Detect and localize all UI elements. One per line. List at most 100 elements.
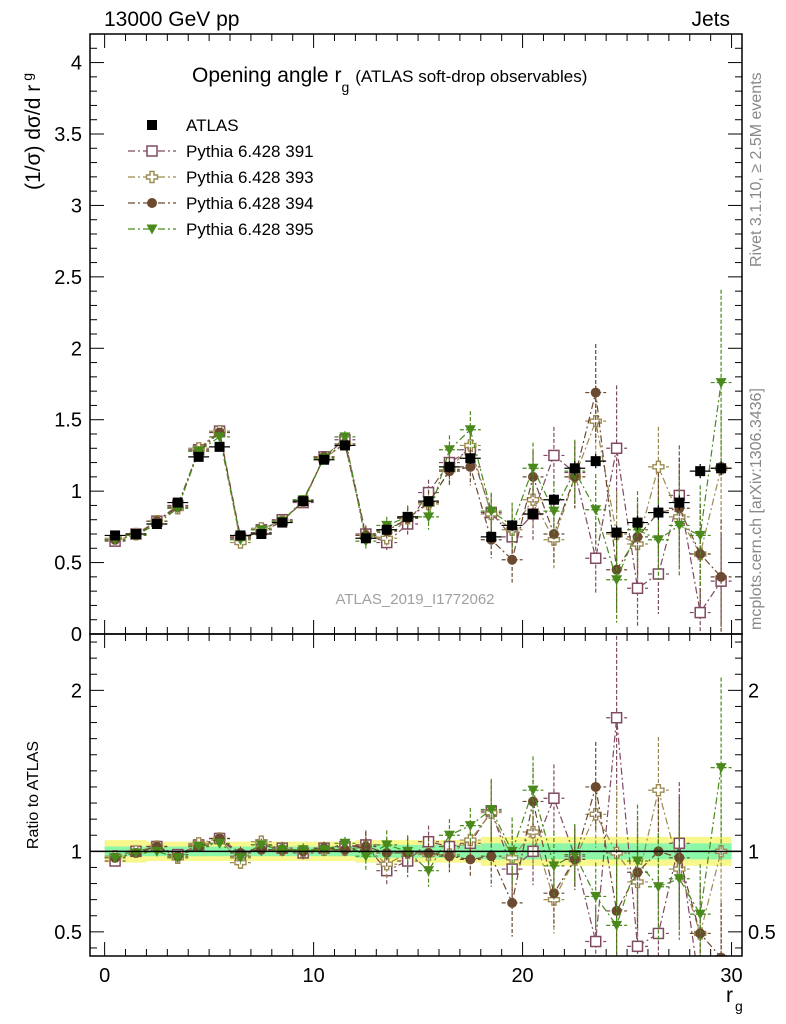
ratio-series-4-point [694, 909, 706, 920]
ratio-x-tick-label: 30 [720, 965, 742, 987]
ratio-series-4-point [443, 830, 455, 841]
ratio-series-4-point [339, 838, 351, 849]
main-series-atlas-point [193, 451, 204, 462]
ratio-series-3-point [360, 841, 371, 852]
ratio-series-2-point [505, 851, 519, 864]
ratio-x-tick-label: 0 [99, 965, 110, 987]
main-series-4-point [632, 525, 644, 536]
main-series-atlas-point [360, 533, 371, 544]
main-series-atlas-point [381, 524, 392, 535]
main-series-atlas-point [172, 497, 183, 508]
ratio-series-4-point [214, 838, 226, 849]
ratio-series-4-point [652, 882, 664, 893]
main-series-4-point [423, 512, 435, 523]
ratio-y-tick-label-left: 1 [71, 841, 82, 863]
ratio-y-tick-label-right: 2 [748, 680, 759, 702]
ratio-x-tick-label: 10 [302, 965, 324, 987]
main-series-atlas-point [319, 454, 330, 465]
main-series-4-line [114, 382, 722, 582]
main-series-3-point [590, 387, 601, 398]
ratio-series-4-point [381, 840, 393, 851]
main-series-atlas-point [277, 517, 288, 528]
main-series-4-point [339, 432, 351, 443]
main-series-4-point [715, 378, 727, 389]
main-series-atlas-point [235, 530, 246, 541]
chart-title-note: (ATLAS soft-drop observables) [355, 67, 587, 86]
main-series-1-point [694, 606, 706, 619]
main-series-atlas-point [465, 453, 476, 464]
chart-title: Opening angle rg (ATLAS soft-drop observa… [192, 64, 587, 95]
legend-label: Pythia 6.428 393 [186, 168, 314, 187]
ratio-series-3-point [465, 854, 476, 865]
main-series-atlas-point [214, 441, 225, 452]
main-y-tick-label: 0 [71, 624, 82, 646]
chart-title-sub: g [341, 79, 349, 95]
ratio-series-4-point [109, 853, 121, 864]
main-series-atlas-point [611, 527, 622, 538]
ratio-series-4-point [234, 853, 246, 864]
main-series-4-point [443, 445, 455, 456]
ratio-series-2-point [652, 783, 665, 797]
main-series-4-point [652, 535, 664, 546]
ratio-series-4-point [715, 763, 727, 774]
ratio-series-1-point [610, 711, 623, 724]
main-series-4-point [548, 506, 560, 517]
ratio-series-4 [104, 677, 732, 956]
main-y-axis-label: (1/σ) dσ/d r g [19, 73, 45, 190]
legend-marker [147, 198, 157, 208]
main-series-atlas-point [653, 507, 664, 518]
legend-label: Pythia 6.428 395 [186, 220, 314, 239]
x-axis-label-sub: g [735, 998, 743, 1014]
main-y-axis-label-sub: g [19, 73, 35, 81]
ratio-y-tick-label-left: 0.5 [54, 922, 82, 944]
ratio-series-3-point [486, 851, 497, 862]
ratio-series-3-point [444, 851, 455, 862]
ratio-series-4-point [632, 856, 644, 867]
ratio-series-4-point [255, 840, 267, 851]
main-series-3-point [716, 571, 727, 582]
ratio-series-4-point [276, 845, 288, 856]
legend-entry: Pythia 6.428 391 [128, 142, 314, 161]
main-series-4-point [590, 505, 602, 516]
main-series-1-point [548, 449, 560, 462]
main-series-atlas-point [402, 511, 413, 522]
ratio-x-tick-label: 20 [511, 965, 533, 987]
main-series-atlas-point [298, 496, 309, 507]
main-series-2-line [114, 418, 722, 556]
ratio-series-1-point [631, 940, 644, 953]
legend: ATLAS Pythia 6.428 391 Pythia 6.428 393 Pyt… [128, 116, 314, 239]
chart-title-main: Opening angle r [192, 64, 341, 87]
legend-entry: Pythia 6.428 394 [128, 194, 314, 213]
main-series-atlas [104, 440, 732, 544]
ratio-series-4-point [464, 821, 476, 832]
main-series-atlas-point [548, 494, 559, 505]
main-series-4-point [214, 432, 226, 443]
main-series-atlas-point [695, 466, 706, 477]
ratio-series-3-point [507, 897, 518, 908]
main-series-atlas-point [151, 519, 162, 529]
ratio-series-4-point [297, 845, 309, 856]
ratio-series-3-point [611, 905, 622, 916]
ratio-series-4-point [172, 853, 184, 864]
ratio-series-4-point [590, 891, 602, 902]
ratio-series-4-point [423, 866, 435, 877]
ratio-series-4-point [569, 850, 581, 861]
main-series-atlas-point [528, 509, 539, 519]
main-y-tick-label: 2 [71, 338, 82, 360]
main-series-4-point [611, 575, 623, 586]
ratio-series-1-point [589, 935, 602, 948]
legend-marker [145, 170, 159, 184]
main-series-atlas-point [110, 530, 121, 541]
legend-entry: ATLAS [147, 116, 239, 135]
ratio-y-tick-label-right: 1 [748, 841, 759, 863]
main-series-4-point [673, 520, 685, 531]
main-y-tick-label: 3 [71, 195, 82, 217]
ratio-series-4-point [548, 861, 560, 872]
legend-marker [146, 145, 158, 157]
main-series-4-point [694, 530, 706, 541]
ratio-series-3-point [381, 847, 392, 858]
ratio-series-4-point [193, 842, 205, 853]
main-y-tick-label: 1.5 [54, 410, 82, 432]
ratio-series-4-point [360, 851, 372, 862]
ratio-series-4-point [485, 804, 497, 815]
